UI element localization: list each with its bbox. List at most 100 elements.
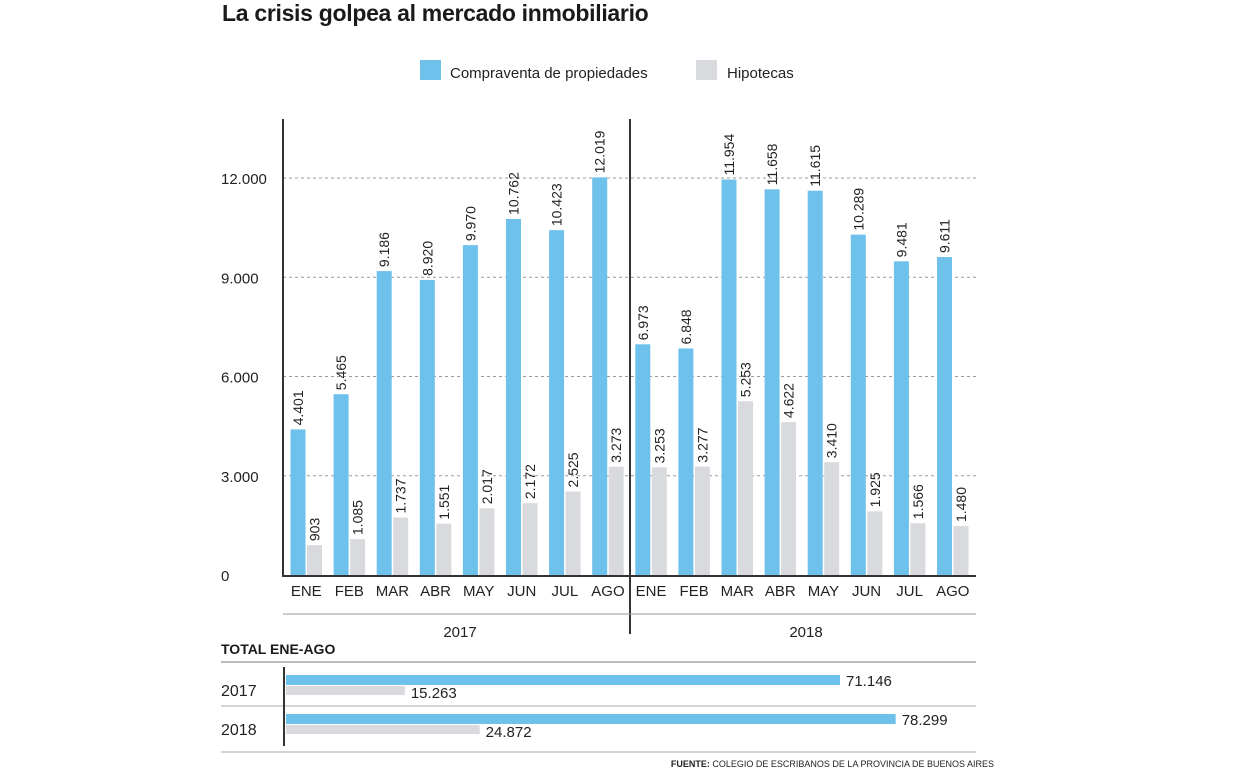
chart-title: La crisis golpea al mercado inmobiliario — [222, 0, 649, 26]
bar-compraventa — [721, 179, 737, 575]
x-axis-labels: ENE FEB MAR ABR MAY JUN JUL AGO ENE FEB MAR ABR MAY J… — [291, 583, 970, 641]
source-label: FUENTE: — [671, 759, 713, 769]
bar-compraventa — [635, 344, 651, 575]
x-tick-label: MAY — [463, 583, 494, 600]
source-text: FUENTE: COLEGIO DE ESCRIBANOS DE LA PROV… — [671, 759, 994, 769]
bar-compraventa — [764, 189, 780, 575]
data-label-compraventa: 11.615 — [807, 145, 823, 187]
data-label-hipotecas: 5.253 — [738, 362, 754, 397]
bar-compraventa — [592, 177, 608, 576]
bar-compraventa — [678, 348, 694, 575]
group-label-2017: 2017 — [443, 624, 476, 641]
data-label-hipotecas: 1.925 — [867, 472, 883, 507]
data-label-hipotecas: 1.085 — [350, 500, 366, 535]
x-tick-label: MAR — [721, 583, 755, 600]
x-tick-label: ENE — [636, 583, 667, 600]
bars — [290, 177, 969, 576]
group-label-2018: 2018 — [789, 624, 822, 641]
legend-label-compraventa: Compraventa de propiedades — [450, 65, 648, 82]
totals-title: TOTAL ENE-AGO — [221, 641, 335, 657]
totals-label-hipotecas: 15.263 — [411, 685, 457, 702]
y-tick-label: 9.000 — [221, 270, 259, 287]
y-tick-label: 0 — [221, 568, 229, 585]
data-label-compraventa: 11.658 — [764, 143, 780, 185]
source-note: FUENTE: COLEGIO DE ESCRIBANOS DE LA PROV… — [671, 759, 994, 769]
totals-bar-hipotecas — [286, 725, 480, 734]
data-label-compraventa: 9.970 — [462, 206, 478, 241]
data-label-compraventa: 9.186 — [376, 232, 392, 267]
y-axis-ticks: 0 3.000 6.000 9.000 12.000 — [221, 171, 267, 585]
data-label-compraventa: 5.465 — [333, 355, 349, 390]
x-tick-label: AGO — [936, 583, 969, 600]
data-label-compraventa: 9.611 — [937, 219, 953, 253]
bar-hipotecas — [393, 517, 409, 575]
bar-hipotecas — [694, 466, 710, 575]
bar-hipotecas — [824, 462, 840, 575]
bar-compraventa — [290, 429, 306, 575]
y-tick-label: 6.000 — [221, 370, 259, 387]
data-label-hipotecas: 1.551 — [436, 484, 452, 519]
data-label-hipotecas: 3.253 — [651, 428, 667, 463]
legend-swatch-compraventa — [420, 60, 441, 80]
data-label-compraventa: 11.954 — [721, 134, 737, 176]
bar-compraventa — [333, 394, 349, 575]
totals-label-hipotecas: 24.872 — [486, 724, 532, 741]
x-tick-label: JUL — [896, 583, 923, 600]
bar-hipotecas — [350, 539, 366, 575]
x-tick-label: FEB — [335, 583, 364, 600]
x-tick-label: ABR — [420, 583, 451, 600]
data-labels: 4.401 903 5.465 1.085 9.186 1.737 8.920 1.551 9.… — [290, 130, 969, 541]
axes — [282, 119, 976, 634]
totals-label-compraventa: 78.299 — [902, 712, 948, 729]
bar-hipotecas — [522, 503, 538, 575]
data-label-hipotecas: 4.622 — [781, 383, 797, 418]
data-label-hipotecas: 3.410 — [824, 423, 840, 458]
bar-compraventa — [807, 190, 823, 576]
totals-year-label: 2018 — [221, 722, 257, 739]
source-body: COLEGIO DE ESCRIBANOS DE LA PROVINCIA DE… — [712, 759, 994, 769]
bar-hipotecas — [565, 491, 581, 575]
bar-hipotecas — [479, 508, 495, 575]
bar-compraventa — [419, 279, 435, 575]
y-tick-label: 3.000 — [221, 469, 259, 486]
data-label-hipotecas: 1.566 — [910, 484, 926, 519]
bar-compraventa — [850, 234, 866, 575]
data-label-hipotecas: 1.480 — [953, 487, 969, 522]
data-label-compraventa: 10.762 — [506, 172, 522, 215]
bar-hipotecas — [910, 523, 926, 575]
data-label-compraventa: 10.289 — [850, 188, 866, 231]
bar-compraventa — [462, 245, 478, 575]
data-label-compraventa: 6.973 — [635, 305, 651, 340]
y-tick-label: 12.000 — [221, 171, 267, 188]
bar-hipotecas — [867, 511, 883, 575]
data-label-hipotecas: 2.525 — [565, 452, 581, 487]
data-label-compraventa: 10.423 — [549, 183, 565, 226]
bar-compraventa — [549, 230, 565, 575]
data-label-hipotecas: 1.737 — [393, 478, 409, 513]
legend-swatch-hipotecas — [696, 60, 717, 80]
bar-hipotecas — [436, 523, 452, 575]
legend: Compraventa de propiedades Hipotecas — [420, 60, 794, 82]
x-tick-label: AGO — [591, 583, 624, 600]
bar-compraventa — [506, 218, 521, 576]
totals-bar-compraventa — [286, 675, 840, 685]
bar-hipotecas — [608, 466, 624, 575]
data-label-compraventa: 4.401 — [290, 390, 306, 425]
data-label-compraventa: 8.920 — [419, 241, 435, 276]
x-tick-label: MAR — [376, 583, 410, 600]
bar-hipotecas — [738, 401, 753, 575]
data-label-compraventa: 6.848 — [678, 309, 694, 344]
totals-bar-hipotecas — [286, 686, 405, 695]
data-label-hipotecas: 2.172 — [522, 464, 538, 499]
data-label-hipotecas: 3.277 — [694, 427, 710, 462]
totals-label-compraventa: 71.146 — [846, 673, 892, 690]
x-tick-label: ABR — [765, 583, 796, 600]
bar-compraventa — [937, 257, 952, 575]
bar-hipotecas — [781, 422, 797, 575]
x-tick-label: FEB — [680, 583, 709, 600]
x-tick-label: JUN — [507, 583, 536, 600]
data-label-compraventa: 12.019 — [592, 130, 608, 173]
x-tick-label: MAY — [808, 583, 839, 600]
totals-year-label: 2017 — [221, 683, 257, 700]
